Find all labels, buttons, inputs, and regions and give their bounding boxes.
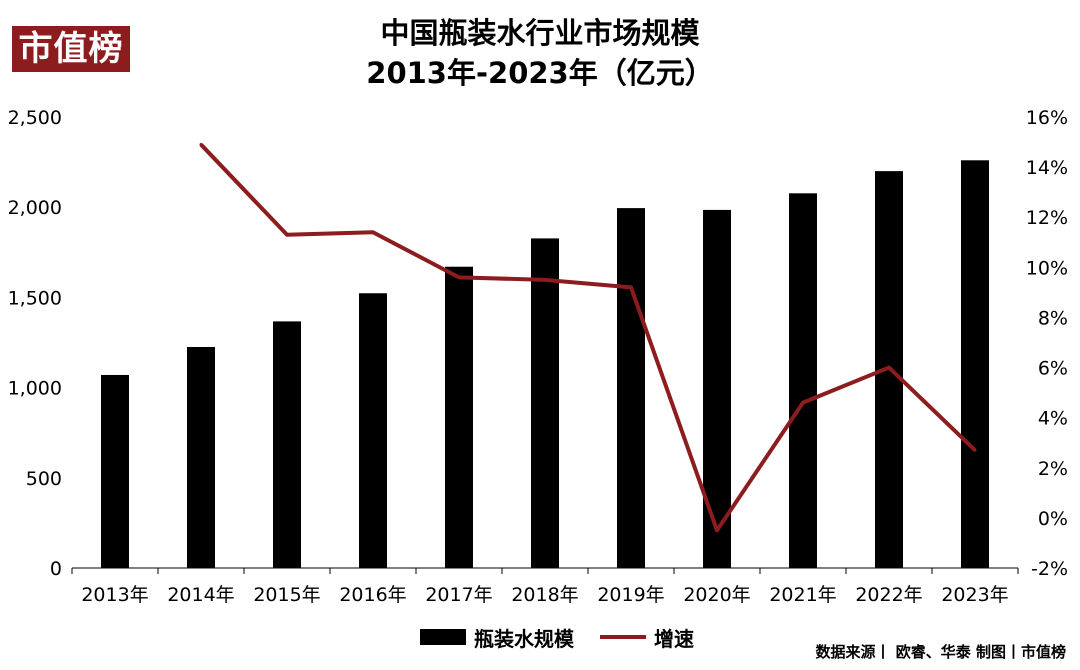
growth-point [715,528,719,532]
growth-point [629,285,633,289]
y-axis-right: -2% 0% 2% 4% 6% 8% 10% 12% 14% 16% [1026,107,1068,580]
bar [531,238,559,569]
legend-swatch-bar [420,629,466,645]
growth-point [371,230,375,234]
growth-point [973,448,977,452]
growth-line [199,143,977,533]
y-right-tick-label: 12% [1026,207,1068,229]
legend-swatch-line [600,635,646,639]
x-tick-label: 2021年 [769,584,836,606]
y-right-tick-label: 0% [1038,508,1068,530]
y-right-tick-label: 14% [1026,157,1068,179]
bar-series [101,160,989,569]
bar [789,193,817,568]
x-tick-label: 2019年 [597,584,664,606]
bar [101,374,129,568]
x-tick-label: 2014年 [167,584,234,606]
chart-title: 中国瓶装水行业市场规模 [380,16,700,50]
bar [273,321,301,568]
y-left-tick-label: 1,500 [8,287,62,309]
y-right-tick-label: 10% [1026,257,1068,279]
bar [617,208,645,569]
growth-point [199,143,203,147]
y-left-tick-label: 1,000 [8,378,62,400]
growth-point [285,233,289,237]
x-tick-label: 2018年 [511,584,578,606]
chart-subtitle: 2013年-2023年（亿元） [366,56,714,90]
x-tick-label: 2013年 [81,584,148,606]
bar [187,347,215,568]
y-left-tick-label: 2,000 [8,197,62,219]
x-tick-label: 2015年 [253,584,320,606]
growth-point [887,366,891,370]
legend: 瓶装水规模 增速 [420,622,694,652]
x-tick-label: 2020年 [683,584,750,606]
y-right-tick-label: 8% [1038,307,1068,329]
y-left-tick-label: 2,500 [8,107,62,129]
y-right-tick-label: 6% [1038,358,1068,380]
x-tick-label: 2017年 [425,584,492,606]
y-right-tick-label: 4% [1038,408,1068,430]
x-tick-label: 2016年 [339,584,406,606]
legend-label-line: 增速 [654,626,694,651]
bar [359,293,387,568]
growth-point [457,275,461,279]
y-axis-left: 0 500 1,000 1,500 2,000 2,500 [8,107,62,580]
legend-label-bar: 瓶装水规模 [474,626,574,651]
growth-point [801,401,805,405]
y-left-tick-label: 500 [26,468,62,490]
y-right-tick-label: 2% [1038,458,1068,480]
x-tick-label: 2022年 [855,584,922,606]
growth-point [543,278,547,282]
x-axis: 2013年 2014年 2015年 2016年 2017年 2018年 2019年 2020年… [71,568,1019,606]
growth-line-series [199,143,977,533]
y-left-tick-label: 0 [50,558,62,580]
bar [445,266,473,568]
y-right-tick-label: -2% [1031,558,1068,580]
brand-logo: 市值榜 [12,26,130,72]
bar [961,160,989,568]
x-tick-label: 2023年 [941,584,1008,606]
source-note: 数据来源丨 欧睿、华泰 制图丨市值榜 [815,643,1066,661]
y-right-tick-label: 16% [1026,107,1068,129]
